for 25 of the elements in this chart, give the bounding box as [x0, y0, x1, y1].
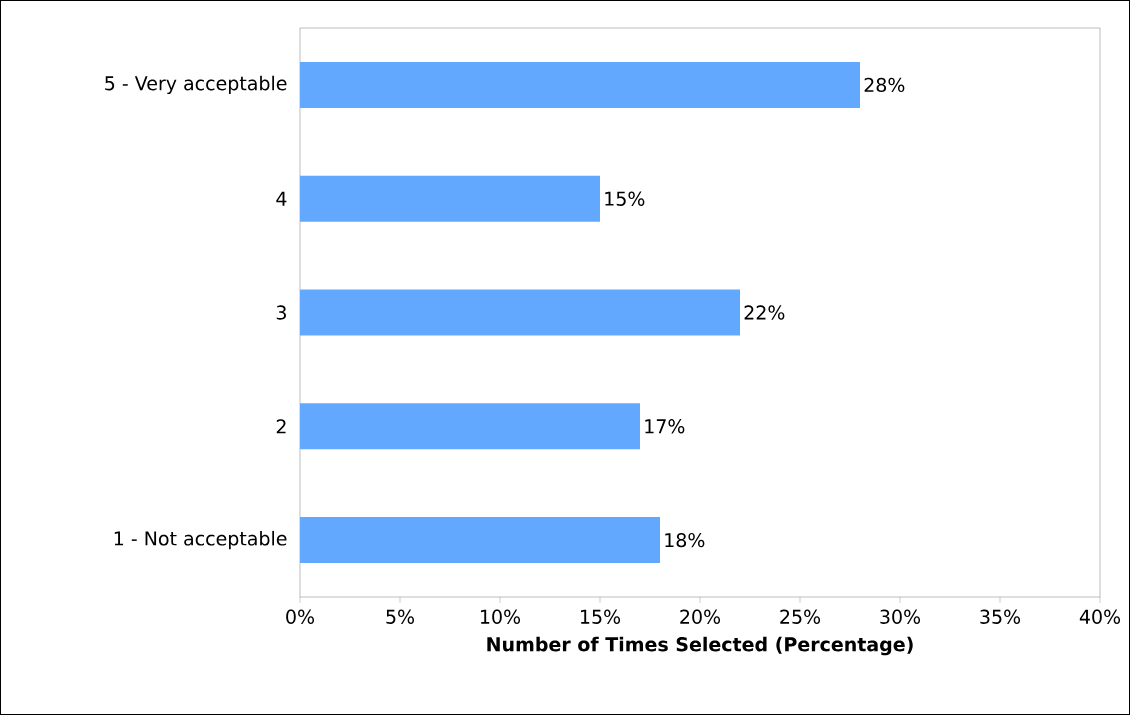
y-tick-label: 5 - Very acceptable — [105, 75, 287, 95]
x-tick-label: 30% — [880, 609, 921, 624]
data-label: 22% — [744, 305, 785, 320]
data-label: 15% — [605, 191, 645, 206]
bar — [300, 175, 600, 222]
x-tick-label: 20% — [680, 609, 721, 624]
data-label: 18% — [665, 532, 705, 548]
bar — [300, 61, 861, 108]
bar — [300, 517, 660, 564]
x-tick-label: 25% — [780, 609, 821, 624]
bar — [300, 403, 640, 450]
x-axis-title: Number of Times Selected (Percentage) — [487, 636, 913, 656]
data-label: 28% — [864, 77, 905, 93]
x-tick-label: 0% — [286, 609, 315, 624]
y-tick-label: 2 — [276, 419, 286, 434]
bar — [300, 289, 741, 336]
x-tick-label: 40% — [1079, 609, 1121, 624]
y-tick-label: 3 — [276, 305, 286, 320]
data-label: 17% — [645, 419, 685, 434]
y-tick-label: 1 - Not acceptable — [114, 530, 287, 550]
y-tick-label: 4 — [276, 191, 287, 206]
x-tick-label: 5% — [386, 609, 415, 624]
x-tick-label: 35% — [980, 609, 1021, 624]
x-tick-label: 10% — [480, 609, 521, 624]
x-tick-label: 15% — [580, 609, 621, 624]
